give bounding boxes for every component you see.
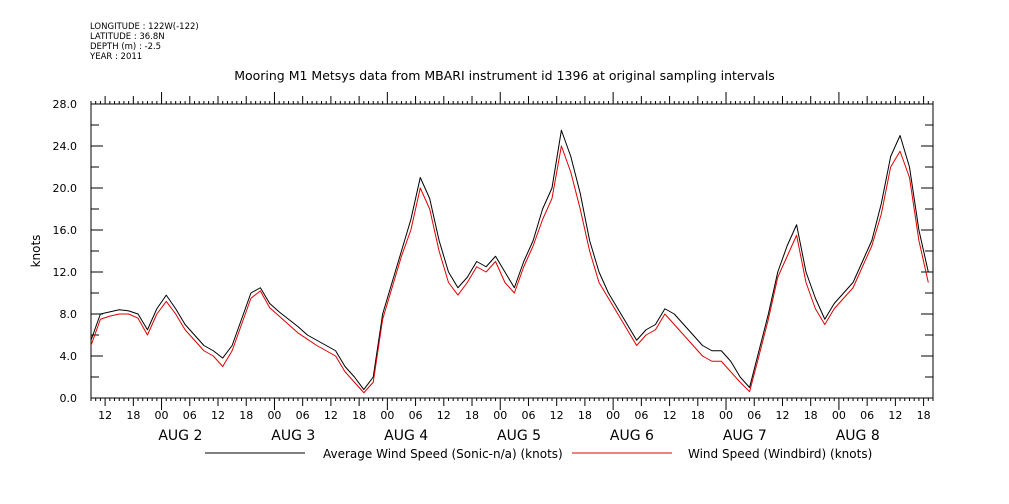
x-hour-label: 18 [691, 409, 705, 422]
chart-title: Mooring M1 Metsys data from MBARI instru… [234, 68, 775, 83]
x-hour-label: 06 [183, 409, 197, 422]
x-hour-label: 12 [888, 409, 902, 422]
x-hour-label: 06 [521, 409, 535, 422]
y-tick-label: 24.0 [53, 140, 78, 153]
series-layer [90, 129, 929, 394]
x-hour-label: 06 [409, 409, 423, 422]
x-hour-label: 12 [550, 409, 564, 422]
x-hour-label: 00 [719, 409, 733, 422]
x-day-label: AUG 4 [384, 428, 428, 444]
depth-label: DEPTH (m) : -2.5 [90, 42, 162, 52]
legend-label-average-wind: Average Wind Speed (Sonic-n/a) (knots) [323, 447, 563, 461]
x-day-label: AUG 3 [271, 428, 315, 444]
x-hour-label: 06 [860, 409, 874, 422]
metadata-block: LONGITUDE : 122W(-122) LATITUDE : 36.8N DE… [90, 22, 199, 62]
y-tick-label: 12.0 [53, 266, 78, 279]
x-hour-label: 12 [437, 409, 451, 422]
y-tick-label: 16.0 [53, 224, 78, 237]
x-hour-label: 06 [747, 409, 761, 422]
x-day-label: AUG 6 [610, 428, 654, 444]
x-hour-label: 00 [493, 409, 507, 422]
x-hour-label: 18 [917, 409, 931, 422]
series-line-0 [90, 129, 929, 391]
y-tick-label: 8.0 [60, 308, 78, 321]
y-axis-label: knots [29, 235, 43, 268]
axes-layer: 0.0 4.0 8.0 12.0 16.0 20.0 24.0 28.0 12 18 00 06 12 1… [53, 92, 934, 444]
x-hour-label: 12 [324, 409, 338, 422]
x-hour-label: 18 [804, 409, 818, 422]
year-label: YEAR : 2011 [90, 52, 143, 62]
longitude-label: LONGITUDE : 122W(-122) [90, 22, 199, 32]
x-hour-label: 18 [465, 409, 479, 422]
x-hour-label: 18 [352, 409, 366, 422]
x-hour-label: 12 [663, 409, 677, 422]
x-hour-label: 12 [775, 409, 789, 422]
x-hour-label: 18 [126, 409, 140, 422]
x-hour-label: 12 [98, 409, 112, 422]
y-tick-label: 28.0 [53, 98, 78, 111]
x-hour-label: 00 [606, 409, 620, 422]
y-tick-label: 4.0 [60, 350, 78, 363]
x-hour-label: 00 [267, 409, 281, 422]
x-day-label: AUG 8 [836, 428, 880, 444]
series-line-1 [90, 145, 929, 394]
x-hour-label: 00 [380, 409, 394, 422]
x-day-label: AUG 7 [723, 428, 767, 444]
y-tick-label: 20.0 [53, 182, 78, 195]
x-day-label: AUG 5 [497, 428, 541, 444]
x-hour-label: 18 [239, 409, 253, 422]
latitude-label: LATITUDE : 36.8N [90, 32, 165, 42]
x-hour-label: 06 [296, 409, 310, 422]
x-hour-label: 00 [155, 409, 169, 422]
y-tick-label: 0.0 [60, 392, 78, 405]
x-hour-label: 12 [211, 409, 225, 422]
x-hour-label: 18 [578, 409, 592, 422]
x-day-label: AUG 2 [158, 428, 202, 444]
legend-label-windbird: Wind Speed (Windbird) (knots) [688, 447, 872, 461]
x-hour-label: 06 [634, 409, 648, 422]
legend: Average Wind Speed (Sonic-n/a) (knots) W… [205, 447, 872, 461]
x-hour-label: 00 [832, 409, 846, 422]
